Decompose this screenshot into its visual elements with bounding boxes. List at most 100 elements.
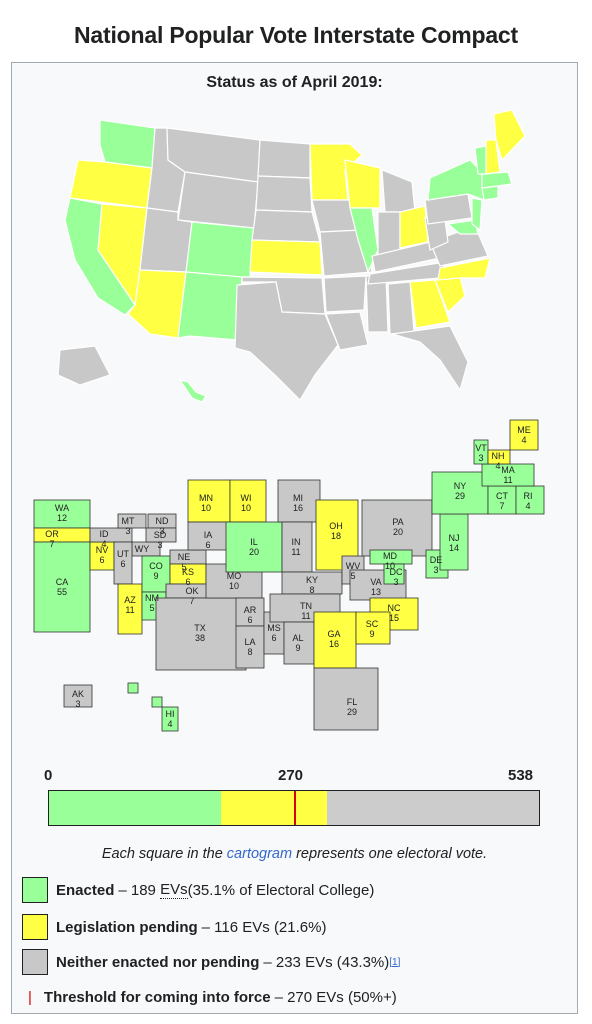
- legend-swatch-enacted: [22, 877, 48, 903]
- carto-label-ut: UT: [117, 549, 129, 559]
- carto-ev-ks: 6: [185, 577, 190, 587]
- caption: Each square in the cartogram represents …: [11, 846, 578, 862]
- legend-tail: (35.1% of Electoral College): [187, 881, 375, 899]
- legend-item-threshold: | Threshold for coming into force – 270 …: [22, 983, 397, 1011]
- carto-ev-nm: 5: [149, 603, 154, 613]
- map-state-ga: [409, 279, 451, 329]
- carto-state-ia: [187, 521, 231, 551]
- map-state-hi: [178, 379, 207, 403]
- carto-state-nh: [487, 449, 511, 465]
- map-state-oh: [399, 205, 429, 249]
- carto-state-ga: [313, 611, 357, 669]
- carto-ev-nc: 15: [389, 613, 399, 623]
- carto-label-hi: HI: [166, 709, 175, 719]
- carto-label-wv: WV: [346, 561, 361, 571]
- ev-abbr[interactable]: EVs: [160, 881, 188, 899]
- carto-label-ny: NY: [454, 481, 467, 491]
- carto-state-la: [235, 625, 265, 669]
- carto-ev-ky: 8: [309, 585, 314, 595]
- map-state-nm: [177, 271, 243, 341]
- carto-state-ct: [487, 485, 517, 515]
- map-state-la: [325, 311, 369, 351]
- carto-ev-va: 13: [371, 587, 381, 597]
- carto-ev-mi: 16: [293, 503, 303, 513]
- map-state-ak: [57, 345, 111, 386]
- carto-label-ri: RI: [524, 491, 533, 501]
- carto-ev-ok: 7: [189, 596, 194, 606]
- carto-ev-nv: 6: [99, 555, 104, 565]
- map-state-al: [387, 281, 415, 335]
- page-title: National Popular Vote Interstate Compact: [74, 22, 518, 48]
- map-state-tx: [234, 281, 339, 401]
- bar-pending-segment: [221, 791, 327, 825]
- carto-label-ar: AR: [244, 605, 257, 615]
- legend-item-pending: Legislation pending – 116 EVs (21.6%): [22, 913, 326, 941]
- caption-suffix: represents one electoral vote.: [292, 846, 488, 862]
- carto-ev-ut: 6: [120, 559, 125, 569]
- map-state-ar: [323, 275, 367, 313]
- carto-label-ct: CT: [496, 491, 508, 501]
- carto-label-de: DE: [430, 555, 443, 565]
- carto-ev-de: 3: [433, 565, 438, 575]
- carto-ev-ia: 6: [205, 540, 210, 550]
- map-state-co: [185, 221, 255, 279]
- carto-ev-pa: 20: [393, 527, 403, 537]
- legend-swatch-pending: [22, 914, 48, 940]
- carto-ev-tx: 38: [195, 633, 205, 643]
- carto-ev-vt: 3: [478, 453, 483, 463]
- map-state-nh: [485, 139, 501, 175]
- carto-label-oh: OH: [329, 521, 343, 531]
- carto-ev-hi: 4: [167, 719, 172, 729]
- carto-label-pa: PA: [392, 517, 403, 527]
- carto-ev-il: 20: [249, 547, 259, 557]
- cartogram[interactable]: WA12OR7CA55NV6ID4MT3WYUT6AZ11CO9NM5ND3SD…: [20, 405, 560, 745]
- carto-ev-md: 10: [385, 561, 395, 571]
- carto-label-nv: NV: [96, 545, 109, 555]
- carto-ev-ct: 7: [499, 501, 504, 511]
- map-state-ks: [249, 239, 323, 276]
- carto-ev-ne: 5: [181, 562, 186, 572]
- carto-ev-tn: 11: [301, 611, 310, 621]
- carto-label-or: OR: [45, 529, 59, 539]
- carto-label-wi: WI: [241, 493, 252, 503]
- carto-label-mt: MT: [122, 516, 135, 526]
- carto-ev-fl: 29: [347, 707, 357, 717]
- carto-label-ks: KS: [182, 567, 194, 577]
- carto-state-pa: [361, 499, 433, 557]
- carto-label-mi: MI: [293, 493, 303, 503]
- divider: [11, 1013, 578, 1014]
- legend-swatch-neither: [22, 949, 48, 975]
- carto-label-in: IN: [292, 537, 301, 547]
- legend-label: Legislation pending: [56, 918, 198, 936]
- legend-item-neither: Neither enacted nor pending – 233 EVs (4…: [22, 948, 400, 976]
- carto-label-nh: NH: [492, 451, 505, 461]
- carto-ev-or: 7: [49, 539, 54, 549]
- carto-ev-al: 9: [295, 643, 300, 653]
- carto-ev-dc: 3: [393, 577, 398, 587]
- legend-text: – 189: [118, 881, 156, 899]
- carto-ev-ma: 11: [503, 475, 512, 485]
- legend-label: Enacted: [56, 881, 115, 899]
- us-state-map[interactable]: [20, 100, 560, 405]
- ev-progress-bar: [48, 790, 540, 826]
- carto-state-fl: [313, 667, 379, 731]
- carto-label-ia: IA: [204, 530, 213, 540]
- map-state-wa: [99, 119, 156, 169]
- carto-state-mt: [117, 513, 147, 529]
- legend-label: Neither enacted nor pending: [56, 953, 260, 971]
- carto-label-va: VA: [370, 577, 381, 587]
- carto-ev-me: 4: [521, 435, 526, 445]
- carto-ev-mo: 10: [229, 581, 239, 591]
- carto-state-wa: [33, 499, 91, 529]
- caption-prefix: Each square in the: [101, 846, 227, 862]
- carto-label-nm: NM: [145, 593, 159, 603]
- legend-text: – 116 EVs (21.6%): [201, 918, 327, 936]
- carto-label-ok: OK: [185, 586, 198, 596]
- carto-label-tx: TX: [194, 623, 206, 633]
- reference-link[interactable]: [1]: [389, 956, 401, 968]
- carto-ev-ms: 6: [271, 633, 276, 643]
- carto-label-ak: AK: [72, 689, 84, 699]
- map-state-wy: [177, 171, 259, 229]
- cartogram-link[interactable]: cartogram: [226, 846, 293, 862]
- carto-label-ky: KY: [306, 575, 318, 585]
